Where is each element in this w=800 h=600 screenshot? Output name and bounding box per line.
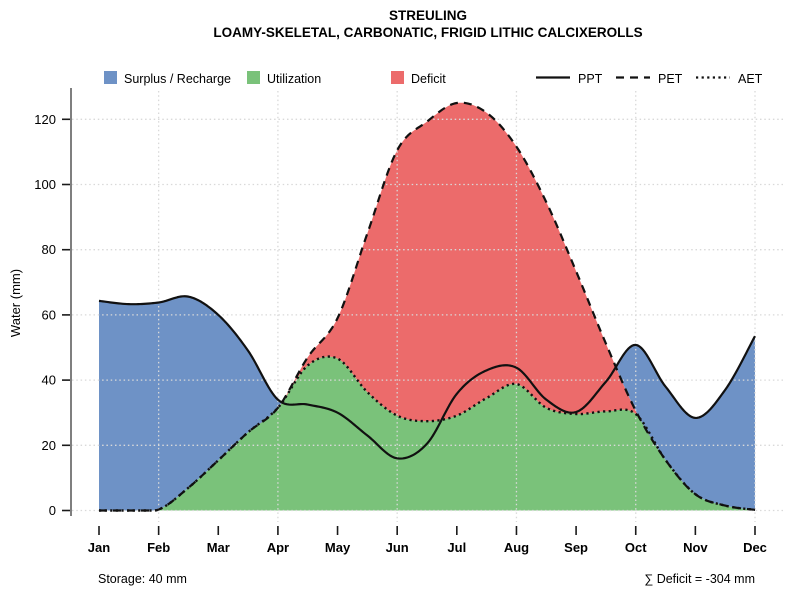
x-tick-label-Jun: Jun (386, 540, 409, 555)
legend-label-surplus: Surplus / Recharge (124, 72, 231, 86)
chart-subtitle: LOAMY-SKELETAL, CARBONATIC, FRIGID LITHI… (213, 25, 642, 40)
pet-curve (99, 101, 756, 512)
legend-label-deficit: Deficit (411, 72, 446, 86)
legend-swatch-surplus (104, 71, 117, 84)
legend-label-ppt: PPT (578, 72, 603, 86)
legend-swatch-deficit (391, 71, 404, 84)
y-tick-label-20: 20 (42, 438, 56, 453)
legend-label-utilization: Utilization (267, 72, 321, 86)
y-tick-label-40: 40 (42, 373, 56, 388)
area-fills (99, 102, 755, 511)
y-tick-label-120: 120 (34, 112, 56, 127)
x-tick-label-Oct: Oct (625, 540, 647, 555)
aet-curve (99, 355, 756, 512)
gridlines (72, 91, 783, 522)
y-tick-label-60: 60 (42, 307, 56, 322)
y-tick-label-0: 0 (49, 503, 56, 518)
x-tick-label-Mar: Mar (207, 540, 230, 555)
y-tick-label-100: 100 (34, 177, 56, 192)
axes (62, 88, 756, 535)
tick-labels: 0 20 40 60 80 100 120 Jan Feb Mar Apr May Jun Jul Aug S… (34, 112, 767, 555)
legend-swatch-utilization (247, 71, 260, 84)
surplus-area (99, 102, 755, 511)
y-axis-label: Water (mm) (8, 269, 23, 337)
storage-annotation: Storage: 40 mm (98, 572, 187, 586)
chart-title: STREULING (389, 8, 467, 23)
deficit-area (99, 102, 755, 511)
x-tick-label-Nov: Nov (683, 540, 708, 555)
curves (98, 101, 756, 512)
x-tick-label-Aug: Aug (504, 540, 529, 555)
x-tick-label-May: May (325, 540, 351, 555)
x-tick-label-Jan: Jan (88, 540, 110, 555)
legend-label-pet: PET (658, 72, 683, 86)
x-tick-label-Sep: Sep (564, 540, 588, 555)
legend-markers (104, 71, 730, 84)
x-tick-label-Feb: Feb (147, 540, 170, 555)
x-tick-label-Dec: Dec (743, 540, 767, 555)
x-tick-label-Apr: Apr (267, 540, 289, 555)
y-tick-label-80: 80 (42, 242, 56, 257)
legend-label-aet: AET (738, 72, 763, 86)
utilization-area (99, 356, 755, 511)
x-tick-label-Jul: Jul (447, 540, 466, 555)
ppt-curve (98, 295, 756, 460)
deficit-sum-annotation: ∑ Deficit = -304 mm (644, 572, 755, 586)
